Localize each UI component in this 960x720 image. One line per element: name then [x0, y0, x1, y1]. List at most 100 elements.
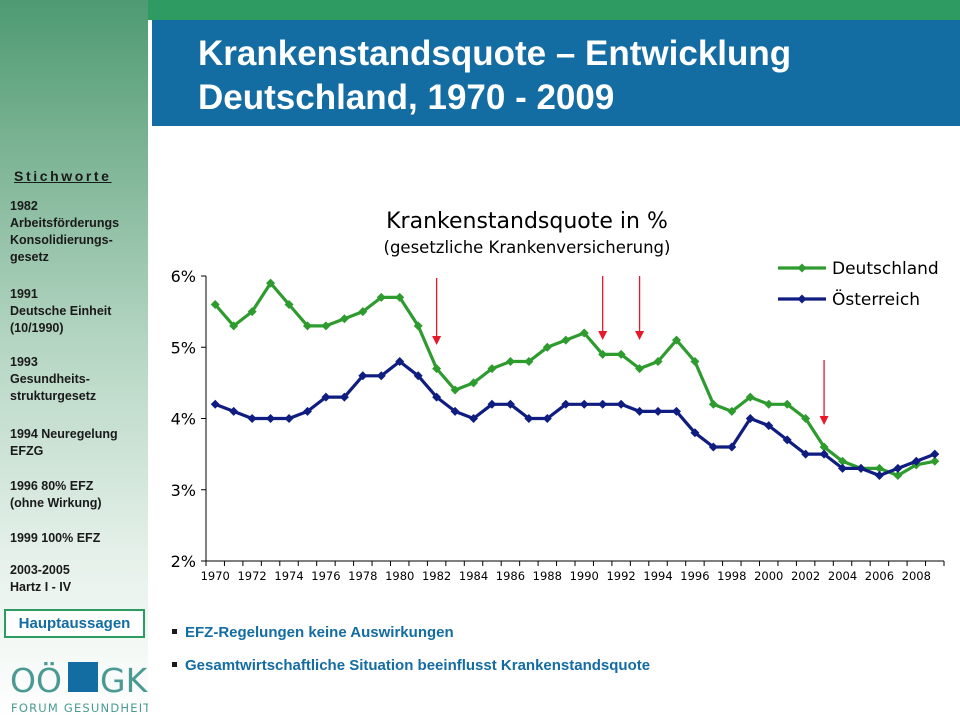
series-line	[214, 359, 936, 478]
data-point	[413, 321, 423, 331]
data-point	[339, 314, 349, 324]
title-bar: Krankenstandsquote – Entwicklung Deutsch…	[152, 20, 960, 126]
keyword-line: 1999 100% EFZ	[10, 531, 101, 545]
hauptaussagen-button[interactable]: Hauptaussagen	[4, 609, 145, 638]
x-tick-label: 1970	[201, 569, 230, 583]
bullet-marker	[172, 628, 177, 634]
data-point	[432, 364, 442, 374]
data-point	[487, 399, 497, 409]
data-point	[542, 414, 552, 423]
series-line	[213, 281, 936, 478]
keyword-line: Hartz I - IV	[10, 580, 72, 594]
x-tick-label: 1978	[348, 569, 377, 583]
x-tick-label: 2006	[865, 569, 894, 583]
keyword-line: EFZG	[10, 444, 44, 458]
data-point	[321, 392, 331, 402]
chart-subtitle: (gesetzliche Krankenversicherung)	[384, 238, 671, 257]
data-point	[671, 335, 681, 345]
logo-square	[68, 662, 98, 692]
keyword-line: gesetz	[10, 250, 49, 264]
data-point	[432, 392, 442, 402]
x-tick-label: 1986	[496, 569, 525, 583]
data-point	[395, 357, 405, 366]
data-point	[911, 456, 921, 466]
x-tick-label: 1996	[680, 569, 709, 583]
data-point	[598, 349, 608, 359]
y-tick-label: 2%	[171, 552, 196, 571]
data-point	[764, 421, 774, 431]
x-tick-label: 2000	[754, 569, 783, 583]
x-tick-label: 1982	[422, 569, 451, 583]
data-point	[302, 406, 312, 416]
data-point	[819, 449, 829, 459]
data-point	[579, 328, 589, 338]
keyword-line: 2003-2005	[10, 563, 70, 577]
x-tick-label: 1976	[311, 569, 340, 583]
x-tick-label: 1994	[643, 569, 672, 583]
sidebar: Stichworte 1982 Arbeitsförderungs Konsolid…	[0, 0, 148, 720]
data-point	[376, 292, 386, 302]
data-point	[542, 342, 552, 352]
data-point	[210, 300, 220, 309]
x-tick-label: 1984	[459, 569, 488, 583]
keyword-line: Konsolidierungs-	[10, 233, 113, 247]
page-title-line2: Deutschland, 1970 - 2009	[198, 78, 615, 117]
data-point	[616, 349, 626, 359]
annotation-arrow-head	[598, 331, 608, 340]
x-tick-label: 1974	[274, 569, 303, 583]
keyword-item: 1994 Neuregelung EFZG	[10, 426, 150, 460]
data-point	[524, 414, 534, 423]
x-tick-label: 2008	[902, 569, 931, 583]
data-point	[247, 307, 257, 317]
data-point	[782, 399, 792, 409]
keyword-item: 1991 Deutsche Einheit (10/1990)	[10, 286, 150, 337]
data-point	[635, 364, 645, 374]
data-point	[745, 392, 755, 402]
data-point	[413, 371, 423, 381]
data-point	[893, 463, 903, 473]
x-tick-label: 1972	[237, 569, 266, 583]
y-tick-label: 3%	[171, 481, 196, 500]
y-tick-label: 6%	[171, 267, 196, 286]
data-point	[856, 463, 866, 473]
x-tick-label: 2002	[791, 569, 820, 583]
keyword-line: strukturgesetz	[10, 389, 97, 403]
keyword-item: 1996 80% EFZ (ohne Wirkung)	[10, 478, 150, 512]
data-point	[210, 399, 220, 409]
bullet-text: Gesamtwirtschaftliche Situation beeinflu…	[185, 657, 651, 674]
data-point	[782, 435, 792, 445]
data-point	[266, 278, 276, 288]
y-tick-label: 4%	[171, 410, 196, 429]
x-tick-label: 2004	[828, 569, 857, 583]
keywords-heading: Stichworte	[14, 168, 112, 184]
data-point	[598, 399, 608, 409]
keyword-line: 1982	[10, 199, 38, 213]
data-point	[671, 406, 681, 416]
data-point	[930, 456, 940, 466]
data-point	[469, 378, 479, 388]
data-point	[524, 357, 534, 366]
data-point	[838, 463, 848, 473]
keyword-line: 1994 Neuregelung	[10, 427, 118, 441]
data-point	[561, 335, 571, 345]
legend-marker	[797, 263, 807, 273]
ooegkk-logo: OÖ GKK FORUM GESUNDHEIT	[10, 660, 148, 715]
data-point	[874, 463, 884, 473]
data-point	[229, 321, 239, 331]
bullet-text: EFZ-Regelungen keine Auswirkungen	[185, 624, 454, 641]
data-point	[469, 414, 479, 423]
keyword-line: 1996 80% EFZ	[10, 479, 94, 493]
data-point	[764, 399, 774, 409]
legend-marker	[797, 294, 807, 304]
data-point	[708, 399, 718, 409]
annotation-arrow-head	[819, 416, 829, 425]
data-point	[690, 428, 700, 438]
annotation-arrow-head	[635, 331, 645, 340]
x-tick-label: 1990	[570, 569, 599, 583]
data-point	[450, 406, 460, 416]
data-point	[302, 321, 312, 331]
data-point	[561, 399, 571, 409]
legend-label: Österreich	[832, 288, 920, 310]
data-point	[395, 292, 405, 302]
data-point	[339, 392, 349, 402]
